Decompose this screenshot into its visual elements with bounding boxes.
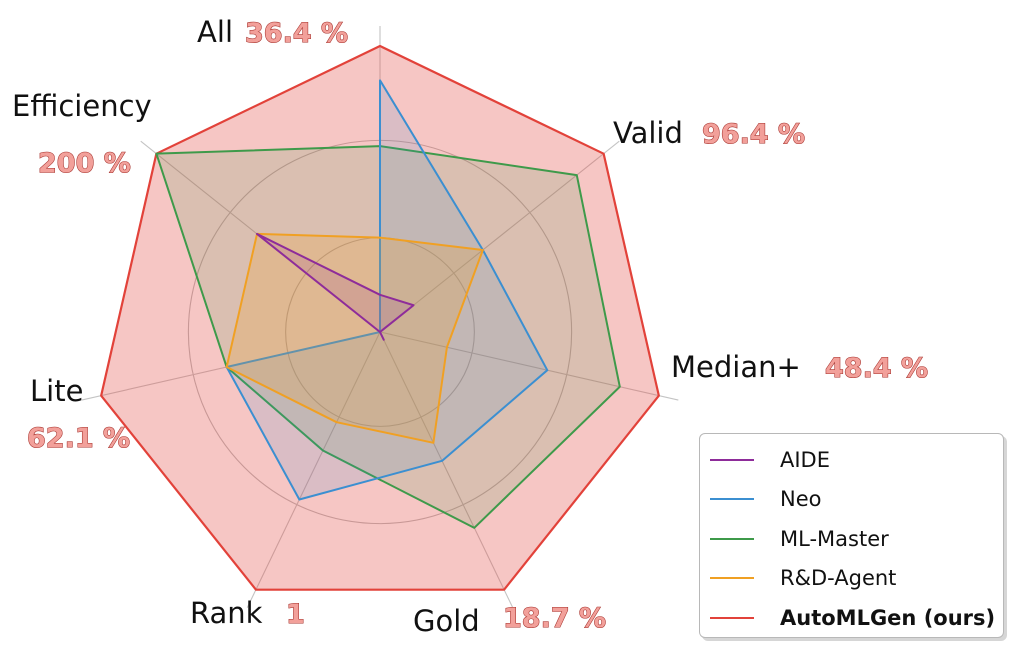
legend-swatch-aide (710, 458, 754, 461)
axis-spoke-valid (379, 140, 620, 333)
legend-swatch-neo (710, 498, 754, 501)
axis-spoke-rank (246, 331, 381, 608)
legend-swatch-rd-agent (710, 577, 754, 580)
axis-name-efficiency: Efficiency (12, 89, 152, 123)
series-neo-area (225, 79, 549, 501)
axis-name-lite: Lite (30, 374, 83, 408)
axis-name-median: Median+ (671, 350, 801, 384)
legend-item-neo: Neo (700, 480, 1003, 520)
legend-label-neo: Neo (780, 487, 822, 512)
legend-swatch-automlgen (710, 616, 754, 619)
axis-spoke-gold (379, 331, 514, 608)
axis-value-gold: 18.7 % (503, 603, 606, 634)
axis-value-valid: 96.4 % (702, 119, 805, 150)
chart-legend: AIDE Neo ML-Master R&D-Agent AutoMLGen (… (699, 433, 1004, 638)
axis-value-all: 36.4 % (245, 18, 348, 49)
legend-item-automlgen: AutoMLGen (ours) (700, 598, 1003, 638)
axis-name-gold: Gold (413, 604, 480, 638)
legend-label-aide: AIDE (780, 447, 830, 472)
series-r-d-agent-area (225, 232, 484, 444)
axis-spoke-median (379, 331, 679, 401)
axis-name-rank: Rank (190, 596, 263, 630)
legend-swatch-ml-master (710, 537, 754, 540)
axis-value-lite: 62.1 % (27, 423, 130, 454)
axis-value-efficiency: 200 % (38, 148, 131, 179)
legend-item-ml-master: ML-Master (700, 519, 1003, 559)
series-aide-area (256, 232, 415, 341)
legend-item-rd-agent: R&D-Agent (700, 559, 1003, 599)
legend-label-rd-agent: R&D-Agent (780, 566, 897, 591)
legend-item-aide: AIDE (700, 440, 1003, 480)
axis-value-median: 48.4 % (825, 353, 928, 384)
legend-label-ml-master: ML-Master (780, 526, 889, 551)
axis-name-valid: Valid (613, 116, 683, 150)
axis-name-all: All (197, 15, 233, 49)
legend-label-automlgen: AutoMLGen (ours) (780, 605, 996, 630)
axis-value-rank: 1 (286, 599, 305, 630)
